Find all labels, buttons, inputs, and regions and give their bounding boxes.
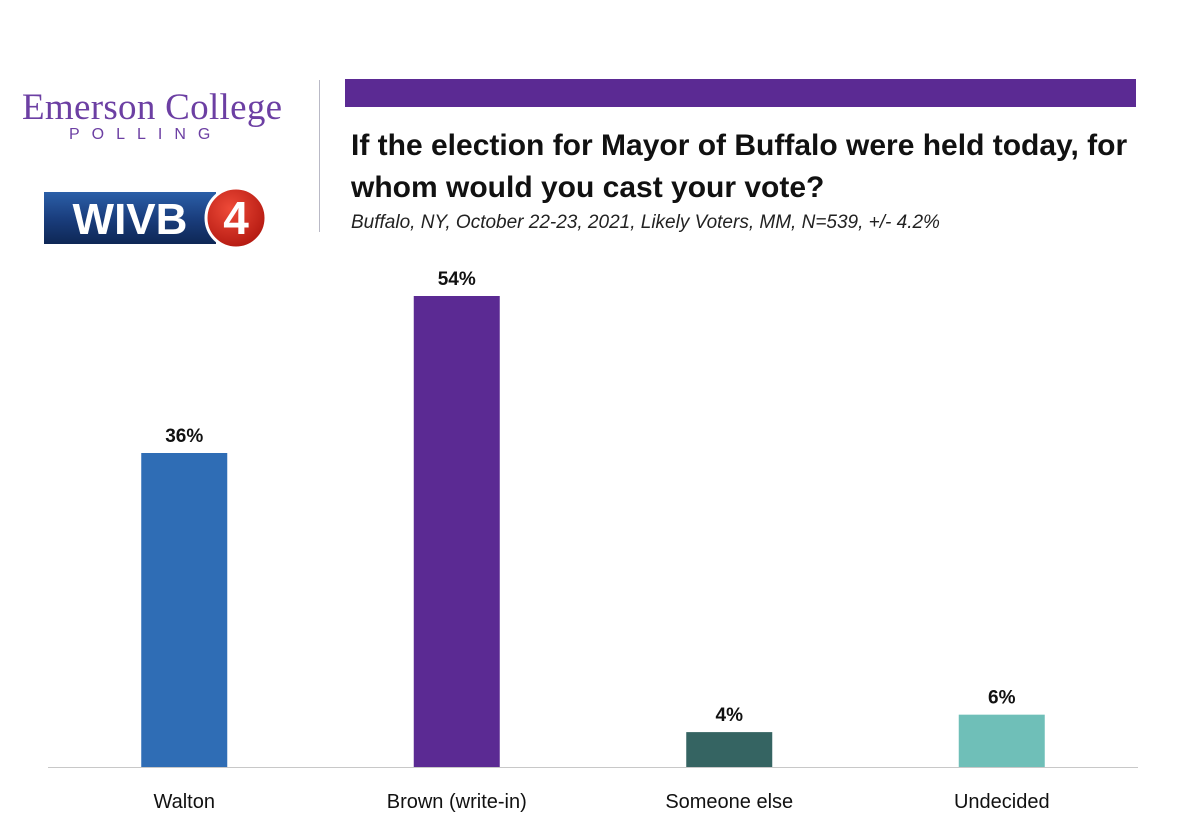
category-label: Undecided bbox=[954, 791, 1050, 813]
brand-name: Emerson College bbox=[22, 87, 283, 128]
chart-subtitle: Buffalo, NY, October 22-23, 2021, Likely… bbox=[351, 212, 940, 233]
data-label: 54% bbox=[438, 269, 476, 290]
wivb-logo-text: WIVB bbox=[73, 195, 188, 244]
data-label: 4% bbox=[716, 705, 744, 726]
wivb4-logo: WIVB 4 bbox=[44, 186, 268, 250]
brand-subtitle: POLLING bbox=[69, 126, 223, 143]
accent-bar bbox=[345, 79, 1136, 107]
wivb-logo-number: 4 bbox=[223, 192, 249, 244]
data-label: 36% bbox=[165, 426, 203, 447]
bar-someone-else bbox=[686, 732, 773, 767]
bar-undecided bbox=[958, 714, 1045, 767]
chart-title: If the election for Mayor of Buffalo wer… bbox=[351, 129, 1128, 204]
header-divider bbox=[319, 80, 320, 232]
bar-walton bbox=[141, 453, 228, 767]
data-label: 6% bbox=[988, 688, 1016, 709]
category-label: Brown (write-in) bbox=[387, 791, 527, 813]
bar-brown-write-in bbox=[413, 296, 500, 767]
category-label: Walton bbox=[153, 791, 215, 813]
category-label: Someone else bbox=[665, 791, 793, 813]
